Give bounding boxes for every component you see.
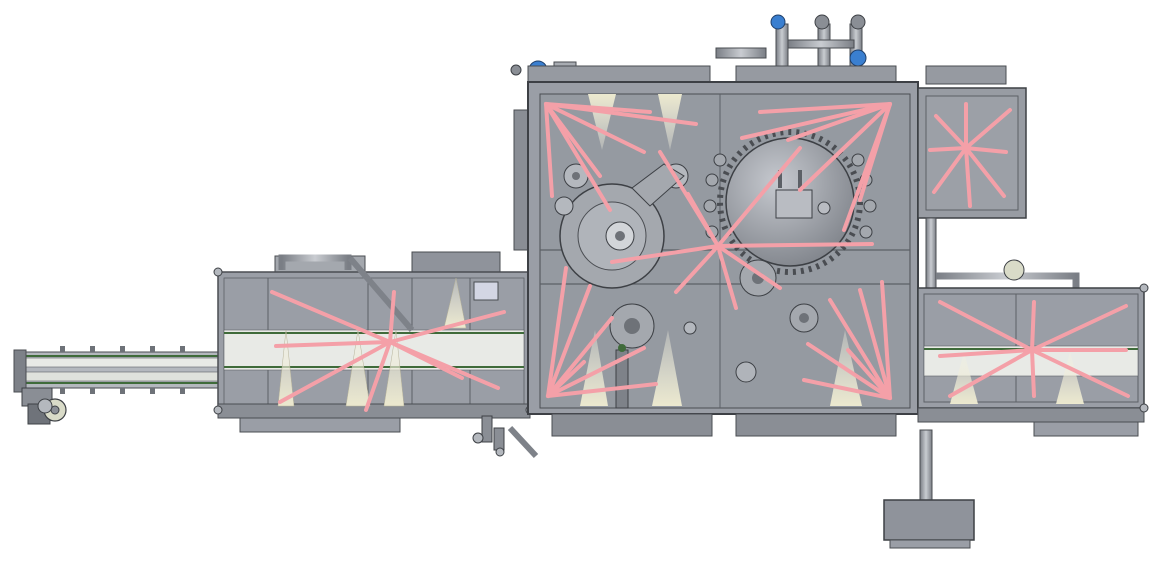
drain-tank [883,429,975,549]
motor-drive-icon [21,387,67,425]
conveyor-brackets [60,346,185,394]
left-module-spray-cones [277,277,467,407]
infeed-conveyor [13,346,229,394]
annotation-burst-tower-center [610,146,874,310]
annotation-burst-left-module [270,290,506,412]
annotation-burst-right-module [938,300,1130,398]
annotation-burst-tower-bottom-right [802,280,892,400]
drain-valve-assembly [472,415,539,459]
annotation-burst-tower-top-right [740,102,892,232]
annotation-burst-tower-top-left [544,102,698,212]
annotation-burst-right-top-box [928,102,1012,208]
fan-wheel-icon [554,163,689,289]
annotation-burst-tower-bottom-left [546,266,658,398]
